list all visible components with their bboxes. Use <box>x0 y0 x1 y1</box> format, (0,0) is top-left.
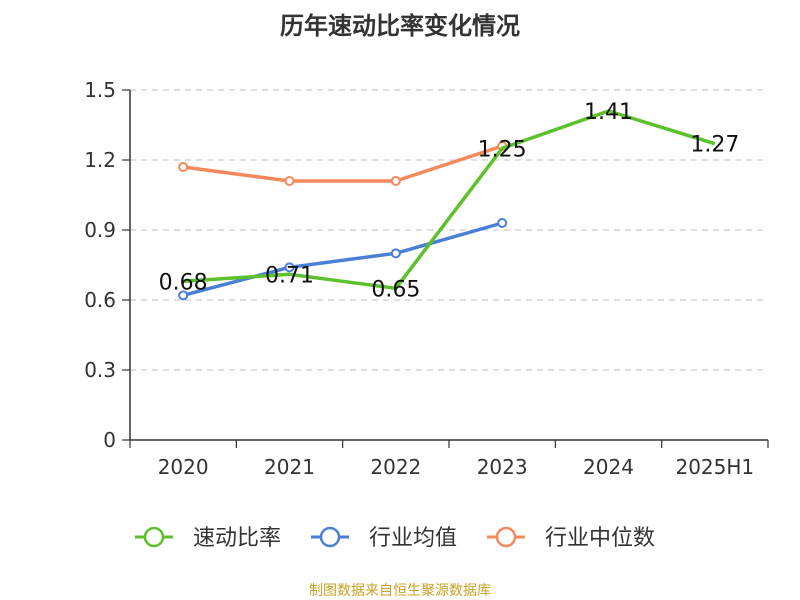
y-tick-label: 0.9 <box>84 218 116 242</box>
x-tick-label: 2021 <box>264 455 315 479</box>
y-tick-label: 1.5 <box>84 78 116 102</box>
data-label: 0.68 <box>159 270 208 295</box>
legend-marker-icon <box>495 526 517 548</box>
data-label: 1.27 <box>690 133 739 158</box>
x-tick-label: 2020 <box>158 455 209 479</box>
data-label: 0.71 <box>265 263 314 288</box>
y-tick-label: 0 <box>103 428 116 452</box>
x-tick-label: 2024 <box>583 455 634 479</box>
data-point <box>390 248 401 259</box>
legend-label: 行业中位数 <box>545 526 655 551</box>
series-line <box>183 109 716 291</box>
legend-label: 速动比率 <box>193 526 281 551</box>
series-line <box>182 221 503 297</box>
source-footer: 制图数据来自恒生聚源数据库 <box>309 583 491 599</box>
data-label: 1.25 <box>478 137 527 162</box>
x-tick-label: 2022 <box>370 455 421 479</box>
legend-marker-icon <box>319 526 341 548</box>
series-line <box>182 144 503 183</box>
data-point <box>390 176 401 186</box>
data-label: 0.65 <box>371 277 420 302</box>
data-point <box>284 262 295 273</box>
x-tick-label: 2025H1 <box>675 455 754 479</box>
data-point <box>497 218 508 228</box>
y-tick-label: 0.6 <box>84 288 116 312</box>
data-labels: 0.68 0.71 0.65 1.25 1.41 1.27 <box>159 100 740 302</box>
legend[interactable]: 速动比率 行业均值 行业中位数 <box>135 526 655 551</box>
gridlines <box>130 89 768 371</box>
data-point <box>178 162 189 172</box>
legend-marker-icon <box>143 526 165 548</box>
data-point <box>178 290 189 301</box>
data-label: 1.41 <box>584 100 633 125</box>
axes: 0 0.3 0.6 0.9 1.2 1.5 2020 2021 2022 2023 2024 2025… <box>84 78 769 479</box>
y-tick-label: 0.3 <box>84 358 116 382</box>
y-tick-label: 1.2 <box>84 148 116 172</box>
series-lines <box>178 109 716 301</box>
chart-title: 历年速动比率变化情况 <box>280 12 520 40</box>
x-tick-label: 2023 <box>477 455 528 479</box>
data-point <box>284 176 295 186</box>
legend-label: 行业均值 <box>369 526 457 551</box>
